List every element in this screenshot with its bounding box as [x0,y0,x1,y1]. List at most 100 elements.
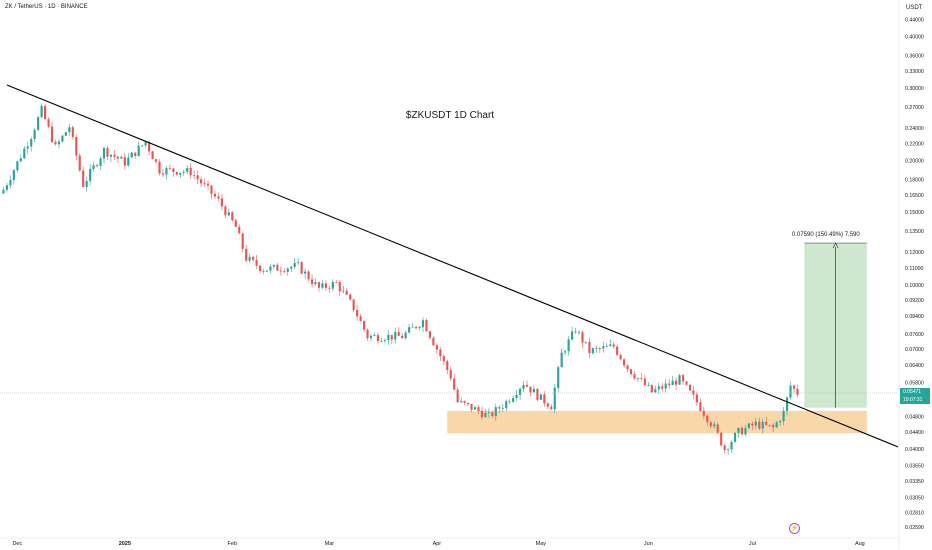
candle-body [567,339,570,352]
candle-body [508,401,511,403]
candle-body [581,332,584,343]
candle-body [480,410,484,418]
candle-body [151,151,154,160]
candle-body [47,119,50,127]
candle-body [144,142,147,146]
candle-body [387,334,390,341]
candle-body [789,385,792,398]
candle-body [148,142,151,152]
candle-body [154,159,158,162]
candle-body [740,427,744,435]
candle-body [356,310,359,317]
x-tick-label: Dec [12,541,22,547]
candle-body [373,335,376,336]
candle-body [713,424,716,427]
candle-body [186,167,189,172]
flash-icon[interactable]: ⚡ [789,523,800,534]
candle-body [123,156,126,166]
y-tick-label: 0.12000 [905,250,924,256]
y-tick-label: 0.30000 [905,86,924,92]
candle-body [418,327,421,329]
y-tick-label: 0.06400 [905,363,924,369]
candle-body [619,354,622,360]
candle-body [5,185,9,190]
candle-body [498,407,501,409]
y-tick-label: 0.03050 [905,496,924,502]
candle-body [758,421,761,429]
candle-body [425,320,428,332]
candle-body [304,271,307,274]
candle-body [362,321,366,330]
candle-body [255,259,258,266]
candle-body [602,346,605,349]
candle-body [473,407,477,410]
y-tick-label: 0.04800 [905,414,924,420]
candle-body [349,294,352,300]
candle-body [113,154,116,157]
candle-body [342,290,345,292]
currency-label[interactable]: USDT [906,5,923,11]
y-tick-label: 0.10000 [905,283,924,289]
candle-body [9,180,12,186]
y-tick-label: 0.05800 [905,381,924,387]
candle-body [78,155,81,171]
candle-body [40,105,43,118]
candle-body [394,332,397,340]
measure-arrow-head [832,242,839,249]
candle-body [553,387,556,410]
candle-body [345,290,348,295]
candle-body [82,170,85,187]
y-tick-label: 0.16500 [905,193,924,199]
candle-body [30,139,33,147]
candle-body [193,175,196,176]
candle-body [37,117,40,130]
candle-body [179,172,182,175]
candle-body [678,375,681,385]
candle-body [168,168,171,169]
symbol-label[interactable]: ZK / TetherUS · 1D · BINANCE [5,4,88,10]
candle-body [571,331,574,340]
y-tick-label: 0.04400 [905,430,924,436]
candle-body [397,332,400,336]
candle-body [411,326,414,328]
trendline [6,84,899,448]
candle-body [557,367,560,388]
candle-body [134,152,137,156]
candle-body [657,386,660,390]
candle-body [141,145,144,147]
candle-body [727,449,730,451]
candle-body [751,423,754,426]
candle-body [366,329,369,339]
candle-body [765,421,768,425]
candle-body [512,397,515,402]
candle-body [505,401,508,408]
y-tick-label: 0.36000 [905,53,924,59]
candle-body [688,384,692,391]
candle-body [515,394,518,398]
candle-body [550,406,553,410]
y-tick-label: 0.24000 [905,126,924,132]
y-tick-label: 0.18000 [905,178,924,184]
candle-body [456,389,459,403]
x-tick-label: 2025 [119,541,131,547]
candle-body [234,220,237,227]
last-price-badge: 0.05471 19:07:31 [900,388,930,404]
candle-body [466,402,470,405]
candle-body [779,421,782,423]
candle-body [172,168,175,172]
candle-body [383,340,386,341]
candle-body [775,422,778,428]
candle-body [470,404,473,410]
candle-body [71,127,74,137]
candle-body [317,282,321,288]
candle-body [664,383,667,389]
y-tick-label: 0.08400 [905,314,924,320]
x-tick-label: May [536,541,547,547]
candle-body [241,233,244,249]
y-tick-label: 0.33000 [905,69,924,75]
candle-body [279,270,282,272]
x-tick-label: Jun [644,541,653,547]
candle-body [591,348,594,354]
candle-body [196,175,199,180]
candle-body [165,168,168,175]
